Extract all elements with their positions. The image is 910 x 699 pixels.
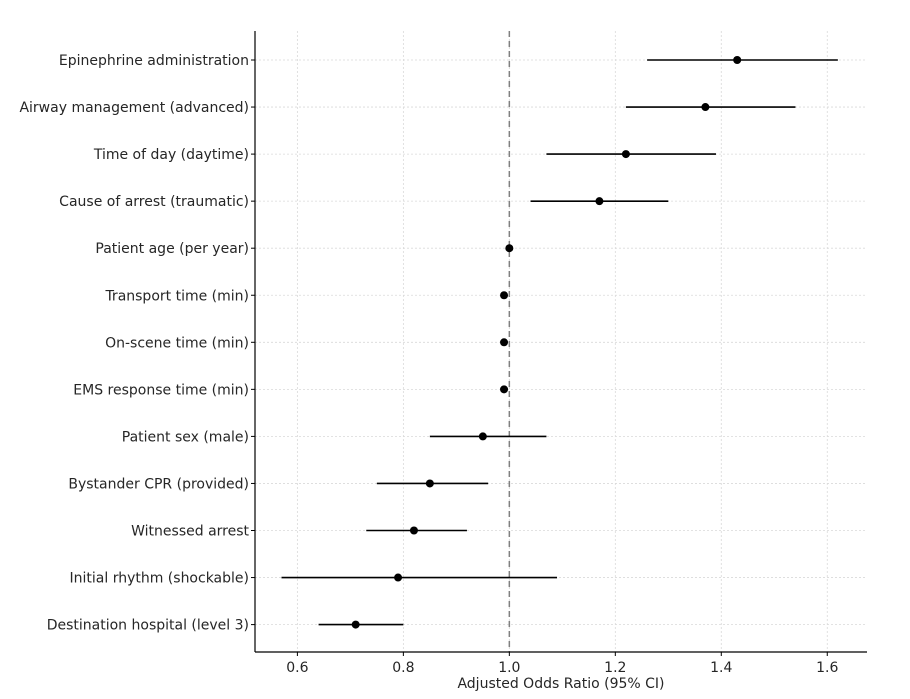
category-label: Patient sex (male) [122, 429, 249, 445]
estimate-point [701, 103, 710, 112]
category-label: Time of day (daytime) [93, 147, 249, 163]
category-label: EMS response time (min) [73, 382, 249, 398]
x-tick-label: 1.6 [816, 660, 838, 676]
category-labels: Epinephrine administration Airway managem… [19, 53, 249, 634]
estimate-point [394, 573, 403, 582]
category-label: Transport time (min) [104, 288, 249, 304]
x-tick-labels: 0.6 0.8 1.0 1.2 1.4 1.6 [286, 660, 838, 676]
category-label: Airway management (advanced) [19, 100, 249, 116]
estimate-point [595, 197, 604, 206]
estimate-point [733, 56, 742, 64]
estimate-point [500, 385, 509, 394]
estimate-point [500, 338, 509, 347]
category-label: Initial rhythm (shockable) [70, 571, 250, 587]
category-label: Epinephrine administration [59, 53, 249, 69]
category-label: On-scene time (min) [105, 335, 249, 351]
x-tick-label: 0.6 [286, 660, 308, 676]
estimate-point [500, 291, 509, 300]
estimate-point [425, 479, 434, 488]
category-label: Witnessed arrest [131, 524, 249, 540]
x-tick-label: 1.2 [604, 660, 626, 676]
x-tick-label: 0.8 [392, 660, 414, 676]
grid [255, 31, 867, 652]
estimate-point [351, 620, 360, 629]
estimate-point [409, 526, 418, 535]
x-tick-marks [296, 652, 828, 656]
category-label: Patient age (per year) [95, 241, 249, 257]
estimate-point [478, 432, 487, 441]
estimate-point [621, 150, 630, 159]
point-estimates [351, 56, 742, 629]
estimate-point [505, 244, 514, 253]
category-label: Bystander CPR (provided) [68, 476, 249, 492]
y-tick-marks [251, 59, 255, 626]
x-tick-label: 1.0 [498, 660, 520, 676]
x-tick-label: 1.4 [710, 660, 732, 676]
x-axis-title: Adjusted Odds Ratio (95% CI) [457, 676, 664, 692]
category-label: Destination hospital (level 3) [47, 618, 249, 634]
category-label: Cause of arrest (traumatic) [59, 194, 249, 210]
